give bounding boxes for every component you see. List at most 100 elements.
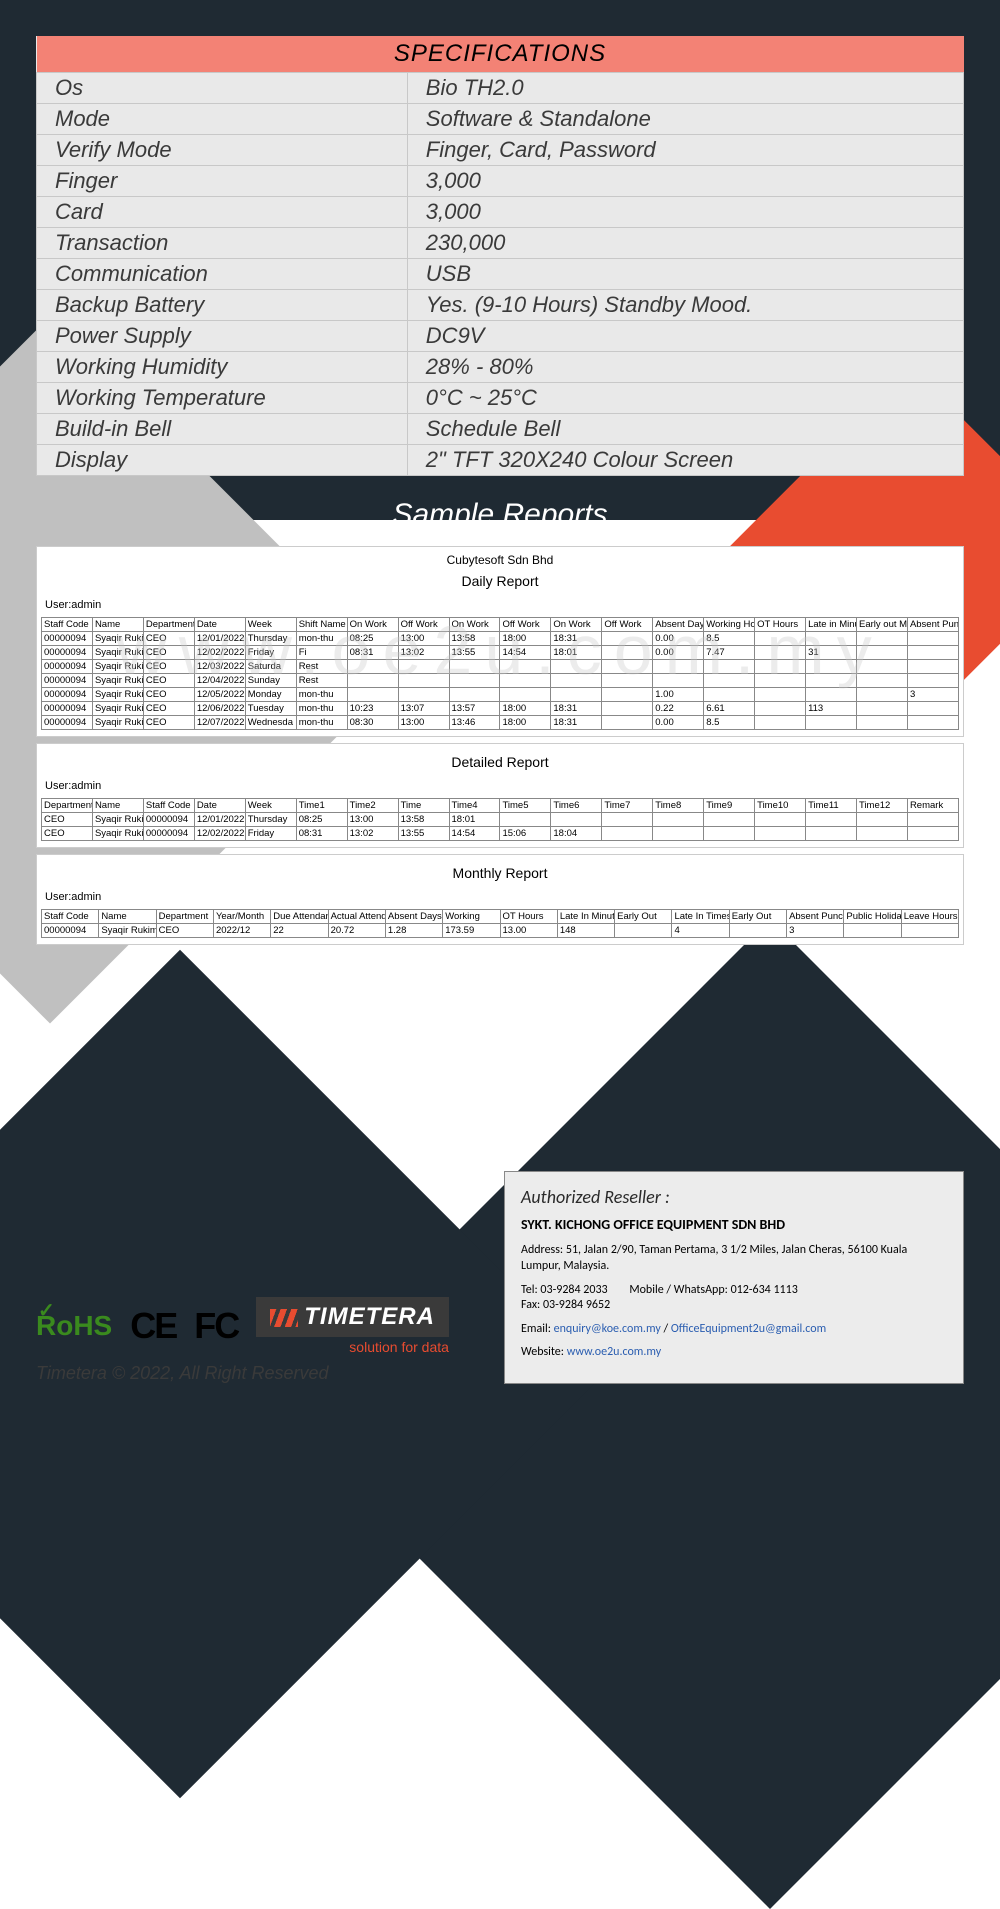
table-cell: [907, 827, 958, 841]
table-cell: 12/02/2022: [194, 827, 245, 841]
ce-logo: CE: [130, 1305, 176, 1347]
table-cell: 13:07: [398, 702, 449, 716]
monthly-table: Staff CodeNameDepartmentYear/MonthDue At…: [41, 909, 959, 938]
table-cell: [602, 688, 653, 702]
table-cell: 1.00: [653, 688, 704, 702]
spec-label: Working Humidity: [37, 352, 408, 383]
table-cell: Syaqir Rukimin: [99, 924, 156, 938]
reseller-email2[interactable]: OfficeEquipment2u@gmail.com: [671, 1322, 826, 1336]
table-row: 00000094Syaqir RukiminCEO12/02/2022Frida…: [42, 646, 959, 660]
reseller-email1[interactable]: enquiry@koe.com.my: [554, 1322, 661, 1336]
col-header: Time9: [704, 799, 755, 813]
table-cell: [901, 924, 958, 938]
col-header: Absent Days: [385, 910, 442, 924]
table-cell: [907, 813, 958, 827]
table-cell: 113: [806, 702, 857, 716]
table-cell: 18:00: [500, 716, 551, 730]
table-cell: [347, 660, 398, 674]
spec-row: Transaction230,000: [37, 228, 964, 259]
spec-value: DC9V: [407, 321, 963, 352]
table-cell: 00000094: [42, 924, 99, 938]
table-cell: Syaqir Rukimin: [92, 716, 143, 730]
table-row: 00000094Syaqir RukiminCEO12/01/2022Thurs…: [42, 632, 959, 646]
col-header: Time2: [347, 799, 398, 813]
table-cell: Thursday: [245, 813, 296, 827]
table-cell: [602, 702, 653, 716]
table-cell: 00000094: [42, 674, 93, 688]
col-header: Year/Month: [213, 910, 270, 924]
section-title: Sample Reports: [36, 498, 964, 532]
col-header: Public Holiday: [844, 910, 901, 924]
col-header: Due Attendance: [271, 910, 328, 924]
table-row: 00000094Syaqir RukiminCEO12/07/2022Wedne…: [42, 716, 959, 730]
table-cell: 18:00: [500, 632, 551, 646]
reseller-address: Address: 51, Jalan 2/90, Taman Pertama, …: [521, 1243, 947, 1274]
table-cell: [398, 660, 449, 674]
col-header: Early out Minutes: [857, 618, 908, 632]
table-cell: 13:02: [398, 646, 449, 660]
table-cell: [857, 646, 908, 660]
spec-row: Working Temperature0°C ~ 25°C: [37, 383, 964, 414]
table-cell: Rest: [296, 674, 347, 688]
table-cell: 18:01: [551, 646, 602, 660]
company-name: Cubytesoft Sdn Bhd: [41, 553, 959, 567]
detailed-report: Detailed Report User:admin DepartmentNam…: [36, 743, 964, 848]
table-cell: [755, 702, 806, 716]
table-cell: [602, 827, 653, 841]
spec-label: Working Temperature: [37, 383, 408, 414]
table-cell: 18:00: [500, 702, 551, 716]
col-header: Department: [42, 799, 93, 813]
table-cell: [704, 674, 755, 688]
table-cell: [806, 632, 857, 646]
spec-value: 0°C ~ 25°C: [407, 383, 963, 414]
reseller-box: Authorized Reseller : SYKT. KICHONG OFFI…: [504, 1171, 964, 1384]
table-cell: 15:06: [500, 827, 551, 841]
timetera-sub: solution for data: [256, 1339, 449, 1355]
table-cell: CEO: [42, 813, 93, 827]
table-cell: [500, 660, 551, 674]
table-cell: Syaqir Rukimin: [92, 813, 143, 827]
col-header: Time6: [551, 799, 602, 813]
table-cell: 13:55: [449, 646, 500, 660]
spec-row: Build-in BellSchedule Bell: [37, 414, 964, 445]
table-cell: 7.47: [704, 646, 755, 660]
table-cell: [907, 716, 958, 730]
table-cell: [806, 827, 857, 841]
spec-row: Card3,000: [37, 197, 964, 228]
spec-label: Backup Battery: [37, 290, 408, 321]
col-header: Leave Hours: [901, 910, 958, 924]
table-cell: 4: [672, 924, 729, 938]
table-cell: Friday: [245, 646, 296, 660]
col-header: Staff Code: [42, 910, 99, 924]
table-cell: mon-thu: [296, 688, 347, 702]
table-row: 00000094Syaqir RukiminCEO12/03/2022Satur…: [42, 660, 959, 674]
col-header: On Work: [449, 618, 500, 632]
timetera-logo: TIMETERA solution for data: [256, 1297, 449, 1355]
table-cell: [347, 688, 398, 702]
report-user: User:admin: [45, 599, 959, 611]
reseller-fax: Fax: 03-9284 9652: [521, 1298, 610, 1312]
reseller-website[interactable]: www.oe2u.com.my: [567, 1345, 662, 1359]
report-user: User:admin: [45, 780, 959, 792]
col-header: Absent Days: [653, 618, 704, 632]
reseller-title: Authorized Reseller :: [521, 1186, 947, 1208]
table-cell: CEO: [143, 702, 194, 716]
table-cell: [398, 688, 449, 702]
col-header: Remark: [907, 799, 958, 813]
col-header: Absent Punch: [907, 618, 958, 632]
table-cell: [857, 688, 908, 702]
spec-row: OsBio TH2.0: [37, 73, 964, 104]
table-cell: 00000094: [42, 660, 93, 674]
table-cell: 173.59: [443, 924, 500, 938]
col-header: Time5: [500, 799, 551, 813]
col-header: Time11: [806, 799, 857, 813]
table-cell: [653, 674, 704, 688]
spec-label: Communication: [37, 259, 408, 290]
col-header: Actual Attendance: [328, 910, 385, 924]
table-cell: 14:54: [449, 827, 500, 841]
table-cell: Syaqir Rukimin: [92, 632, 143, 646]
spec-value: 3,000: [407, 197, 963, 228]
email-sep: /: [663, 1322, 670, 1336]
daily-report: Cubytesoft Sdn Bhd Daily Report User:adm…: [36, 546, 964, 737]
col-header: Off Work: [398, 618, 449, 632]
